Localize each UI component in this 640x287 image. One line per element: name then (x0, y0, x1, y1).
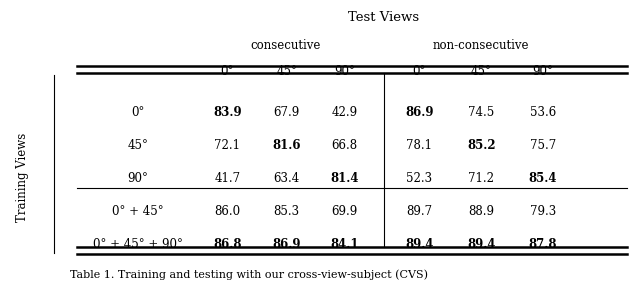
Text: 87.8: 87.8 (529, 238, 557, 251)
Text: 79.3: 79.3 (529, 205, 556, 218)
Text: 42.9: 42.9 (332, 106, 357, 119)
Text: 0°: 0° (413, 65, 426, 78)
Text: 89.7: 89.7 (406, 205, 432, 218)
Text: 85.2: 85.2 (467, 139, 495, 152)
Text: Training Views: Training Views (16, 133, 29, 222)
Text: 86.0: 86.0 (214, 205, 240, 218)
Text: 88.9: 88.9 (468, 205, 494, 218)
Text: Test Views: Test Views (348, 11, 420, 24)
Text: 81.6: 81.6 (273, 139, 301, 152)
Text: 90°: 90° (127, 172, 148, 185)
Text: 84.1: 84.1 (330, 238, 358, 251)
Text: 0° + 45°: 0° + 45° (112, 205, 163, 218)
Text: 90°: 90° (532, 65, 553, 78)
Text: 74.5: 74.5 (468, 106, 495, 119)
Text: 85.3: 85.3 (274, 205, 300, 218)
Text: 72.1: 72.1 (214, 139, 240, 152)
Text: 75.7: 75.7 (529, 139, 556, 152)
Text: 86.9: 86.9 (405, 106, 433, 119)
Text: 89.4: 89.4 (467, 238, 495, 251)
Text: 45°: 45° (471, 65, 492, 78)
Text: 45°: 45° (127, 139, 148, 152)
Text: 85.4: 85.4 (529, 172, 557, 185)
Text: 41.7: 41.7 (214, 172, 240, 185)
Text: 67.9: 67.9 (273, 106, 300, 119)
Text: non-consecutive: non-consecutive (433, 38, 529, 52)
Text: 71.2: 71.2 (468, 172, 494, 185)
Text: 83.9: 83.9 (213, 106, 241, 119)
Text: 63.4: 63.4 (273, 172, 300, 185)
Text: 52.3: 52.3 (406, 172, 432, 185)
Text: 89.4: 89.4 (405, 238, 433, 251)
Text: 86.8: 86.8 (213, 238, 241, 251)
Text: 81.4: 81.4 (330, 172, 358, 185)
Text: 78.1: 78.1 (406, 139, 432, 152)
Text: 0° + 45° + 90°: 0° + 45° + 90° (93, 238, 182, 251)
Text: 0°: 0° (131, 106, 144, 119)
Text: Table 1. Training and testing with our cross-view-subject (CVS): Table 1. Training and testing with our c… (70, 270, 428, 280)
Text: 90°: 90° (334, 65, 355, 78)
Text: 86.9: 86.9 (273, 238, 301, 251)
Text: 66.8: 66.8 (332, 139, 357, 152)
Text: consecutive: consecutive (251, 38, 321, 52)
Text: 69.9: 69.9 (331, 205, 358, 218)
Text: 0°: 0° (221, 65, 234, 78)
Text: 45°: 45° (276, 65, 297, 78)
Text: 53.6: 53.6 (529, 106, 556, 119)
